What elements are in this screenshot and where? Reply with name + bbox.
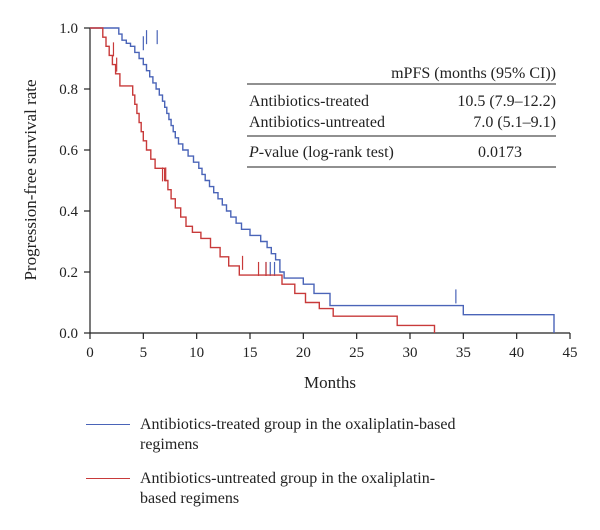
series-line-0 bbox=[90, 27, 555, 333]
x-tick-label: 30 bbox=[403, 345, 418, 361]
x-ticks: 0 5 10 15 20 25 30 35 40 45 bbox=[86, 333, 578, 361]
x-tick-label: 40 bbox=[509, 345, 524, 361]
x-tick-label: 10 bbox=[189, 345, 204, 361]
pvalue-label-rest: -value (log-rank test) bbox=[259, 144, 394, 161]
series-layer bbox=[90, 27, 555, 333]
x-tick-label: 20 bbox=[296, 345, 311, 361]
x-tick-label: 0 bbox=[86, 345, 94, 361]
table-header: mPFS (months (95% CI)) bbox=[391, 65, 556, 82]
x-tick-label: 5 bbox=[140, 345, 148, 361]
series-line-1 bbox=[90, 27, 436, 333]
x-tick-label: 15 bbox=[243, 345, 258, 361]
table-row-value: 7.0 (5.1–9.1) bbox=[473, 114, 556, 131]
y-tick-label: 0.0 bbox=[59, 326, 78, 342]
table-row-value: 10.5 (7.9–12.2) bbox=[457, 93, 556, 110]
table-row-label: Antibiotics-untreated bbox=[249, 114, 385, 131]
y-tick-label: 0.4 bbox=[59, 204, 78, 220]
axes bbox=[89, 28, 570, 334]
y-tick-label: 0.6 bbox=[59, 143, 78, 159]
pvalue-label-italic: P bbox=[248, 144, 259, 161]
legend: Antibiotics-treated group in the oxalipl… bbox=[86, 415, 470, 523]
y-tick-label: 0.2 bbox=[59, 265, 78, 281]
x-tick-label: 45 bbox=[563, 345, 578, 361]
x-axis-title: Months bbox=[304, 373, 356, 392]
legend-swatch-untreated bbox=[86, 478, 130, 479]
legend-item-untreated: Antibiotics-untreated group in the oxali… bbox=[86, 469, 470, 509]
y-tick-label: 1.0 bbox=[59, 21, 78, 37]
x-tick-label: 25 bbox=[349, 345, 364, 361]
x-tick-label: 35 bbox=[456, 345, 471, 361]
pvalue-value: 0.0173 bbox=[478, 144, 522, 161]
legend-label-untreated: Antibiotics-untreated group in the oxali… bbox=[140, 470, 436, 507]
y-tick-label: 0.8 bbox=[59, 82, 78, 98]
legend-swatch-treated bbox=[86, 424, 130, 425]
y-ticks: 0.0 0.2 0.4 0.6 0.8 1.0 bbox=[59, 21, 90, 342]
y-axis-title: Progression-free survival rate bbox=[21, 79, 40, 280]
mpfs-table: mPFS (months (95% CI)) Antibiotics-treat… bbox=[247, 65, 556, 168]
legend-item-treated: Antibiotics-treated group in the oxalipl… bbox=[86, 415, 470, 455]
table-row-label: Antibiotics-treated bbox=[249, 93, 369, 110]
legend-label-treated: Antibiotics-treated group in the oxalipl… bbox=[140, 416, 456, 453]
pvalue-label: P-value (log-rank test) bbox=[248, 144, 394, 161]
